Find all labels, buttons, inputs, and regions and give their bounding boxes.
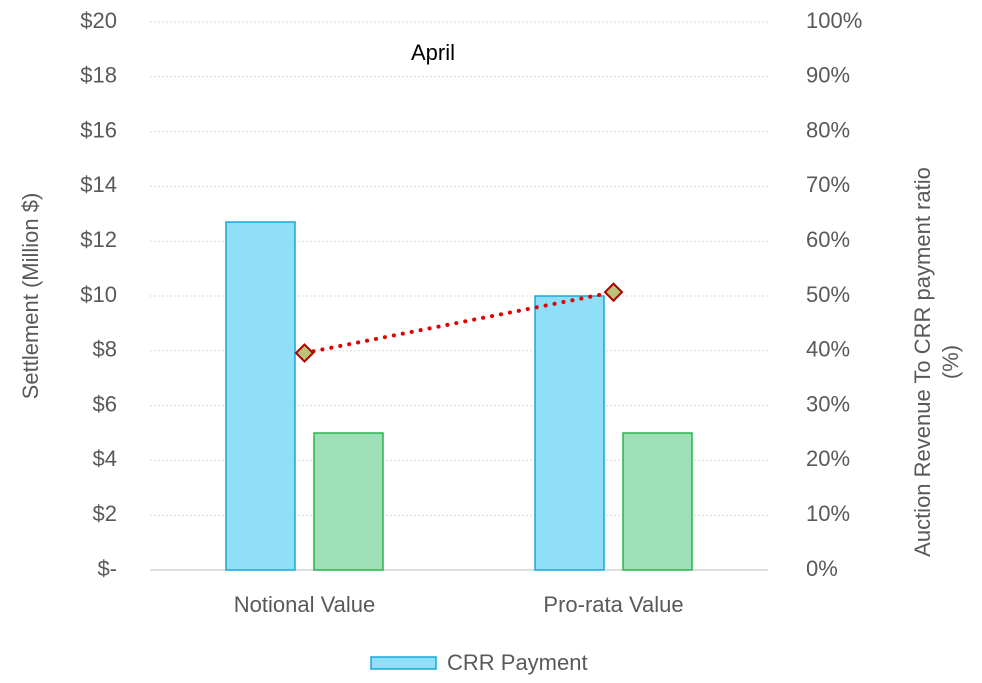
y-tick-label: $8: [93, 337, 117, 362]
y2-tick-label: 10%: [806, 501, 850, 526]
marker: [603, 282, 624, 303]
y2-tick-label: 100%: [806, 8, 862, 33]
y2-tick-label: 0%: [806, 556, 838, 581]
y-tick-label: $-: [97, 556, 117, 581]
y-tick-label: $4: [93, 446, 117, 471]
x-tick-label: Pro-rata Value: [543, 592, 683, 617]
y-tick-label: $14: [80, 172, 117, 197]
y-tick-label: $6: [93, 391, 117, 416]
y2-tick-label: 30%: [806, 391, 850, 416]
bar: [622, 432, 693, 571]
y2-tick-label: 40%: [806, 337, 850, 362]
y-tick-label: $12: [80, 227, 117, 252]
y-tick-label: $20: [80, 8, 117, 33]
y2-tick-label: 60%: [806, 227, 850, 252]
y2-axis-label: Auction Revenue To CRR payment ratio: [910, 167, 935, 557]
y-tick-label: $10: [80, 282, 117, 307]
line: [302, 290, 616, 355]
x-tick-label: Notional Value: [234, 592, 375, 617]
bar: [313, 432, 384, 571]
y2-tick-label: 20%: [806, 446, 850, 471]
y2-axis-label: (%): [938, 345, 963, 379]
y-tick-label: $2: [93, 501, 117, 526]
y2-tick-label: 50%: [806, 282, 850, 307]
y-tick-label: $18: [80, 63, 117, 88]
y-tick-label: $16: [80, 117, 117, 142]
y-axis-label: Settlement (Million $): [18, 193, 43, 400]
y2-tick-label: 90%: [806, 63, 850, 88]
bar: [225, 221, 296, 571]
bar: [534, 295, 605, 571]
marker: [294, 343, 315, 363]
annotation: April: [411, 40, 455, 65]
y2-tick-label: 80%: [806, 117, 850, 142]
legend-swatch: [370, 656, 437, 670]
y2-tick-label: 70%: [806, 172, 850, 197]
legend-label: CRR Payment: [447, 650, 588, 675]
